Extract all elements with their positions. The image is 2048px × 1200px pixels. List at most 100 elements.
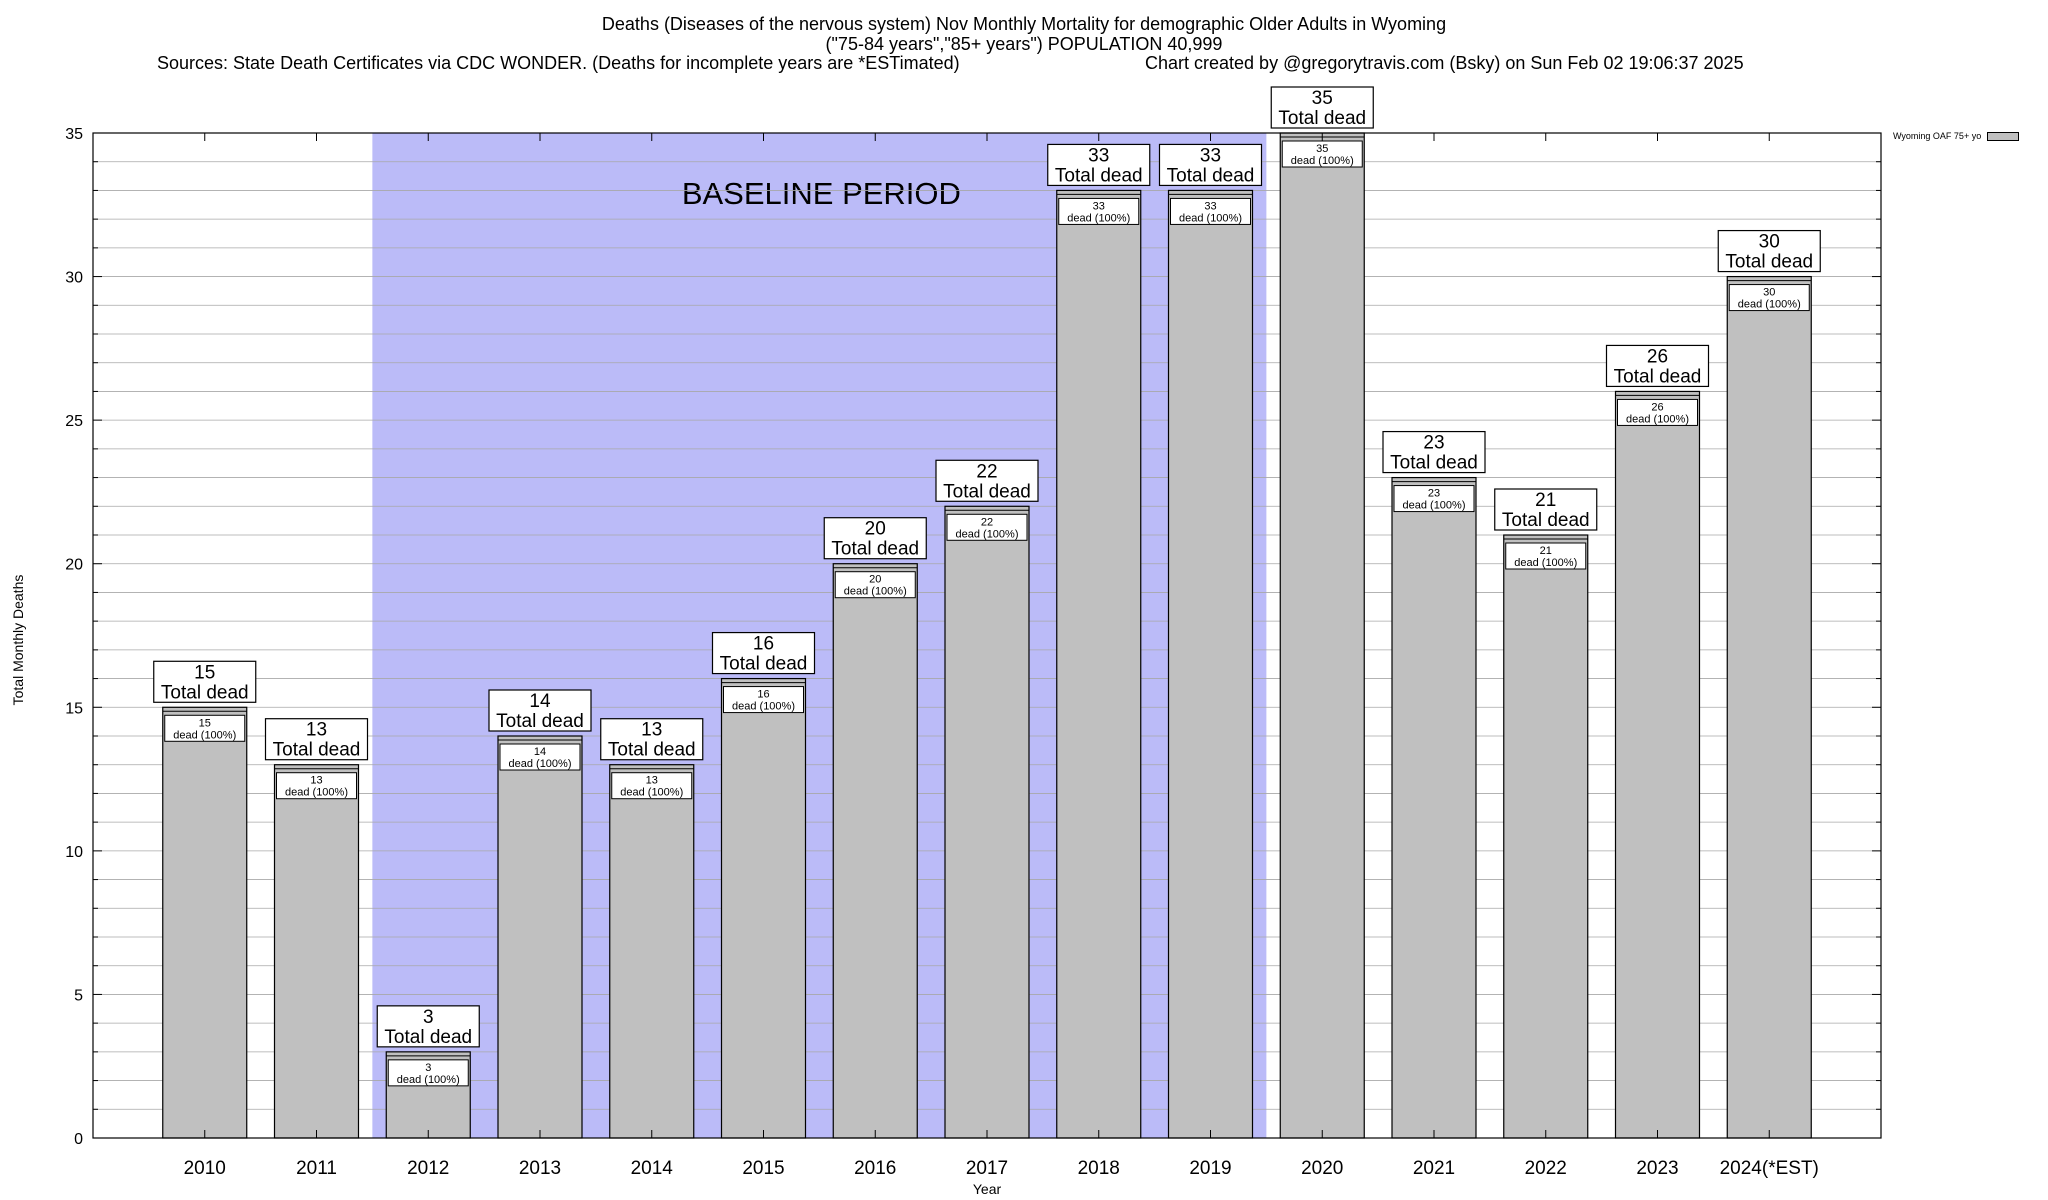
inner-label-box xyxy=(611,772,693,800)
x-tick-label: 2012 xyxy=(407,1158,449,1179)
bar xyxy=(162,706,248,1139)
credit-note: Chart created by @gregorytravis.com (Bsk… xyxy=(1145,53,1744,73)
total-label-box xyxy=(1158,143,1263,187)
y-tick-label: 35 xyxy=(65,126,83,143)
bar xyxy=(944,505,1030,1139)
inner-percent-label: dead (100%) xyxy=(509,758,572,770)
inner-percent-label: dead (100%) xyxy=(397,1074,460,1086)
inner-value-label: 14 xyxy=(534,746,546,758)
bar xyxy=(1167,189,1254,1139)
total-value-label: 21 xyxy=(1535,490,1556,511)
total-dead-label: Total dead xyxy=(608,740,696,761)
inner-label-box xyxy=(723,686,804,714)
y-axis-label: Total Monthly Deaths xyxy=(10,574,26,706)
x-tick-label: 2017 xyxy=(966,1158,1008,1179)
total-value-label: 15 xyxy=(194,662,215,683)
total-dead-label: Total dead xyxy=(496,711,584,732)
x-tick-label: 2020 xyxy=(1301,1158,1343,1179)
inner-percent-label: dead (100%) xyxy=(285,787,348,799)
legend-label: Wyoming OAF 75+ yo xyxy=(1893,131,1982,141)
inner-value-label: 33 xyxy=(1204,200,1216,212)
inner-label-box xyxy=(1281,140,1363,168)
total-label-box xyxy=(1270,86,1374,129)
total-label-box xyxy=(1605,344,1710,388)
x-tick-label: 2016 xyxy=(854,1158,896,1179)
inner-value-label: 13 xyxy=(646,775,658,787)
total-label-box xyxy=(153,660,257,703)
total-dead-label: Total dead xyxy=(943,481,1031,502)
total-dead-label: Total dead xyxy=(1278,108,1366,129)
inner-label-box xyxy=(1617,398,1698,426)
bar xyxy=(1726,275,1812,1139)
bar xyxy=(1056,189,1142,1139)
inner-value-label: 33 xyxy=(1093,200,1105,212)
inner-value-label: 16 xyxy=(757,689,769,701)
inner-percent-label: dead (100%) xyxy=(1179,212,1242,224)
inner-value-label: 21 xyxy=(1540,545,1552,557)
x-tick-label: 2010 xyxy=(184,1158,226,1179)
bar xyxy=(720,677,807,1139)
total-label-box xyxy=(376,1005,480,1048)
bar xyxy=(1614,390,1701,1139)
inner-value-label: 3 xyxy=(425,1062,431,1074)
total-dead-label: Total dead xyxy=(1614,366,1702,387)
total-value-label: 23 xyxy=(1423,433,1444,454)
x-axis-label: Year xyxy=(972,1181,1002,1197)
inner-label-box xyxy=(1728,284,1810,312)
inner-value-label: 35 xyxy=(1316,143,1328,155)
chart-subtitle: ("75-84 years","85+ years") POPULATION 4… xyxy=(825,34,1223,54)
total-dead-label: Total dead xyxy=(161,682,249,703)
total-dead-label: Total dead xyxy=(1167,165,1255,186)
total-value-label: 30 xyxy=(1759,232,1780,253)
total-label-box xyxy=(823,517,927,560)
inner-label-box xyxy=(834,571,916,599)
total-label-box xyxy=(1382,430,1486,474)
bar xyxy=(1391,476,1477,1139)
inner-value-label: 20 xyxy=(869,574,881,586)
x-tick-label: 2021 xyxy=(1413,1158,1455,1179)
chart-title: Deaths (Diseases of the nervous system) … xyxy=(601,14,1447,34)
x-tick-label: 2014 xyxy=(631,1158,674,1179)
inner-value-label: 30 xyxy=(1763,287,1775,299)
x-tick-label: 2022 xyxy=(1525,1158,1567,1179)
bar xyxy=(1279,132,1365,1139)
x-tick-label: 2024(*EST) xyxy=(1720,1158,1819,1179)
total-value-label: 16 xyxy=(753,634,774,655)
total-label-box xyxy=(1494,488,1598,531)
inner-label-box xyxy=(946,513,1028,541)
bar xyxy=(1503,534,1589,1139)
bar xyxy=(609,764,695,1139)
y-tick-label: 0 xyxy=(74,1131,83,1148)
inner-value-label: 22 xyxy=(981,516,993,528)
x-tick-label: 2013 xyxy=(519,1158,561,1179)
total-value-label: 35 xyxy=(1312,88,1333,109)
inner-label-box xyxy=(1505,542,1587,570)
legend: Wyoming OAF 75+ yo xyxy=(1893,131,2020,141)
inner-label-box xyxy=(164,714,246,742)
inner-percent-label: dead (100%) xyxy=(844,586,907,598)
inner-label-box xyxy=(387,1059,469,1087)
total-value-label: 3 xyxy=(423,1007,434,1028)
inner-percent-label: dead (100%) xyxy=(1626,413,1689,425)
bar xyxy=(497,735,583,1139)
total-value-label: 26 xyxy=(1647,346,1668,367)
bar xyxy=(832,563,918,1139)
total-value-label: 13 xyxy=(306,720,327,741)
inner-label-box xyxy=(1058,197,1140,225)
inner-label-box xyxy=(499,743,581,771)
inner-percent-label: dead (100%) xyxy=(1514,557,1577,569)
total-value-label: 20 xyxy=(865,519,886,540)
inner-percent-label: dead (100%) xyxy=(1738,299,1801,311)
x-tick-label: 2023 xyxy=(1636,1158,1678,1179)
total-dead-label: Total dead xyxy=(720,654,808,675)
x-tick-label: 2015 xyxy=(742,1158,784,1179)
inner-label-box xyxy=(276,772,357,800)
y-tick-label: 20 xyxy=(65,557,83,574)
total-dead-label: Total dead xyxy=(1502,510,1590,531)
total-dead-label: Total dead xyxy=(384,1027,472,1048)
inner-value-label: 26 xyxy=(1651,401,1663,413)
legend-swatch xyxy=(1987,131,2020,141)
total-value-label: 33 xyxy=(1088,145,1109,166)
